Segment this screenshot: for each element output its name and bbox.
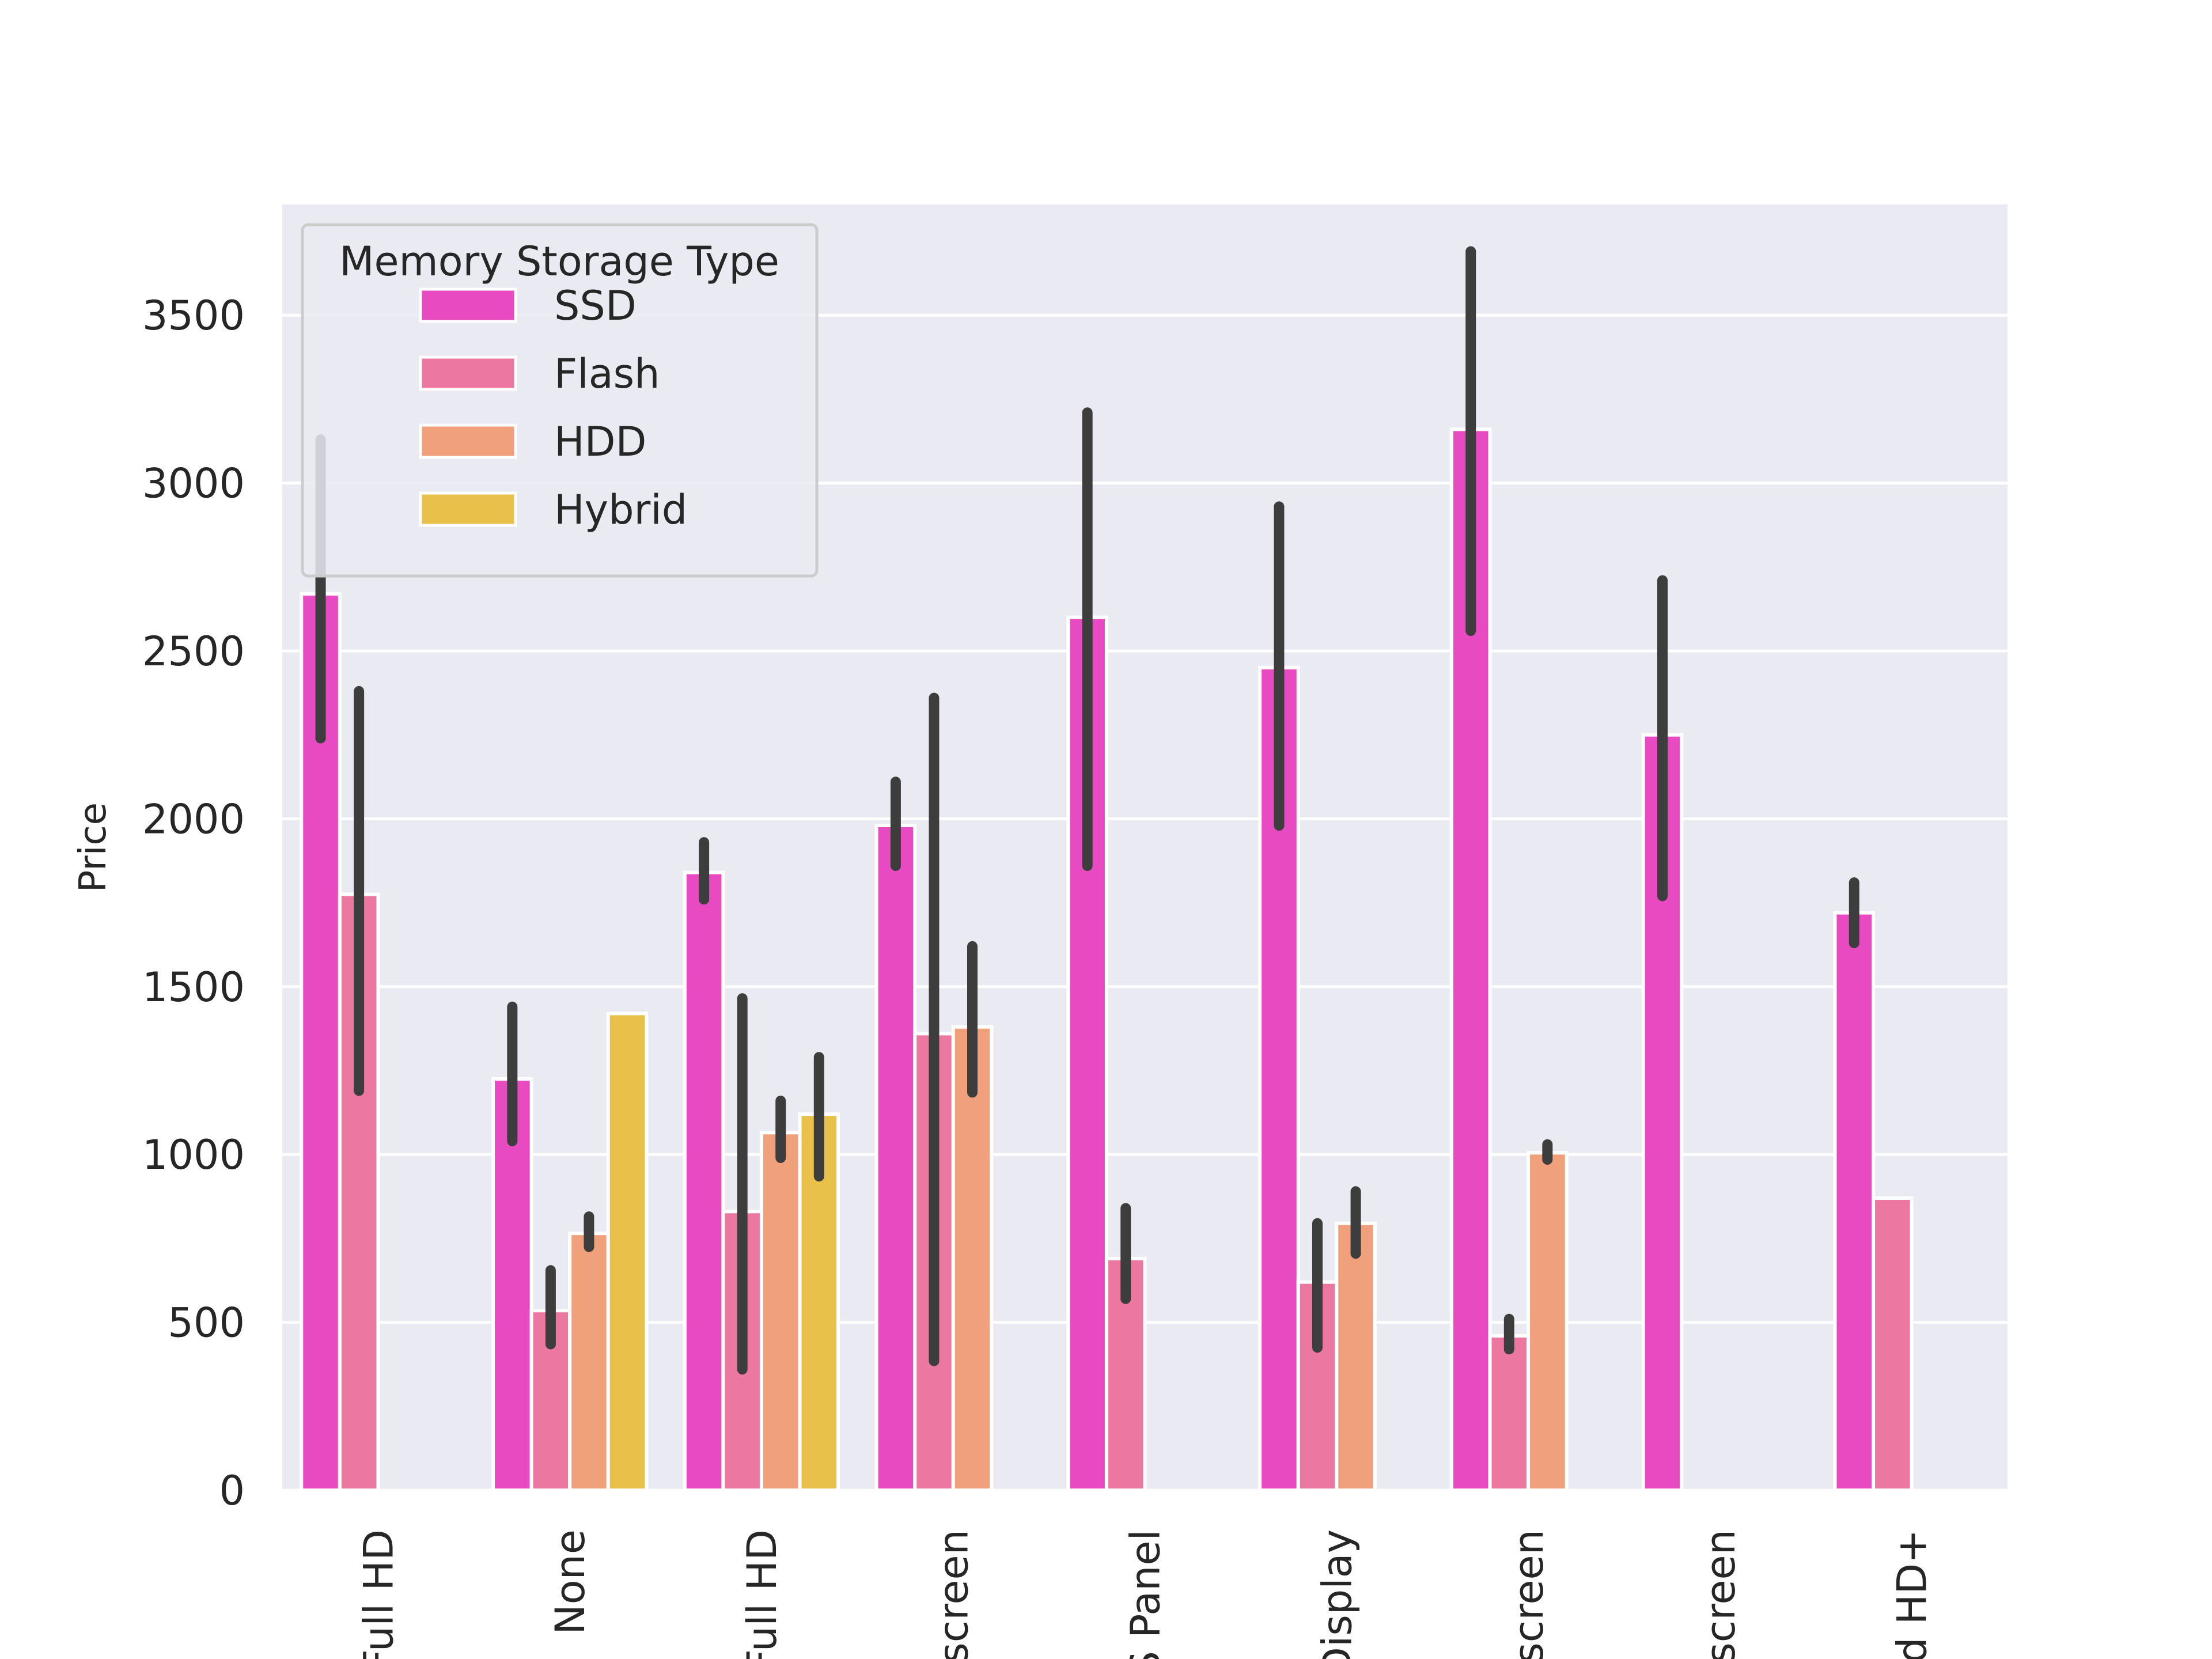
- legend-swatch-hybrid: [419, 491, 517, 527]
- legend-label-hybrid: Hybrid: [554, 486, 687, 533]
- y-tick-label: 1000: [142, 1131, 245, 1179]
- x-tick-label: S Panel: [1122, 1529, 1169, 1659]
- y-tick-labels: 0 500 1000 1500 2000 2500 3000 3500: [142, 292, 245, 1514]
- y-tick-label: 3500: [142, 292, 245, 339]
- bar-hdd: [1335, 1221, 1377, 1493]
- bar-hdd: [951, 1025, 994, 1492]
- legend-label-flash: Flash: [554, 350, 660, 397]
- bar-hybrid: [606, 1012, 649, 1492]
- x-tick-label: Full HD: [355, 1529, 402, 1659]
- legend-swatch-flash: [419, 355, 517, 391]
- y-tick-label: 2000: [142, 796, 245, 843]
- x-tick-label: Full HD: [738, 1529, 786, 1659]
- legend-swatch-ssd: [419, 287, 517, 323]
- bar-hdd: [1527, 1151, 1569, 1492]
- y-tick-label: 2500: [142, 628, 245, 675]
- legend-items: SSD Flash HDD Hybrid: [419, 282, 687, 533]
- x-tick-label: screen: [1697, 1529, 1744, 1659]
- bar-hdd: [568, 1232, 610, 1492]
- y-axis-label: Price: [72, 802, 115, 892]
- x-tick-labels: Full HD None Full HD screen S Panel Display sc…: [355, 1529, 1936, 1659]
- y-tick-label: 3000: [142, 460, 245, 507]
- bar-ssd: [1833, 911, 1876, 1492]
- legend-title: Memory Storage Type: [339, 238, 779, 285]
- legend-swatch-hdd: [419, 423, 517, 459]
- legend-label-hdd: HDD: [554, 418, 646, 465]
- y-tick-label: 1500: [142, 964, 245, 1011]
- bar-ssd: [874, 824, 917, 1492]
- bar-ssd: [683, 870, 725, 1492]
- x-tick-label: None: [547, 1529, 594, 1635]
- x-tick-label: Display: [1313, 1529, 1361, 1659]
- bar-flash: [1872, 1196, 1914, 1493]
- bar-hdd: [759, 1131, 802, 1492]
- bar-flash: [1488, 1334, 1531, 1493]
- y-tick-label: 500: [168, 1300, 245, 1347]
- x-tick-label: screen: [930, 1529, 978, 1659]
- x-tick-label: screen: [1505, 1529, 1552, 1659]
- legend: Memory Storage Type SSD Flash HDD Hybrid: [301, 223, 819, 578]
- x-tick-label: ad HD+: [1889, 1529, 1936, 1659]
- legend-label-ssd: SSD: [554, 282, 637, 329]
- y-tick-label: 0: [219, 1467, 245, 1514]
- bar-ssd: [491, 1077, 533, 1492]
